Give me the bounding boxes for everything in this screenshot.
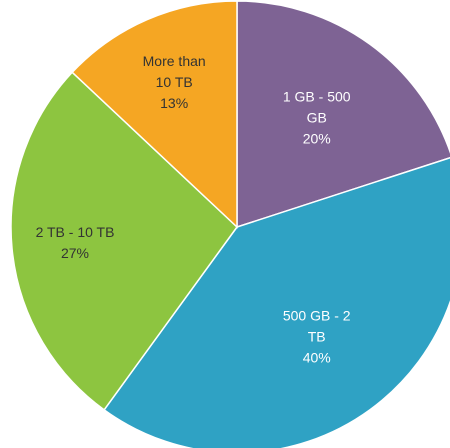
pie-slice-2 xyxy=(103,157,450,448)
pie-slice-label-line: 40% xyxy=(303,350,331,366)
pie-slice-label-line: More than xyxy=(143,53,206,69)
pie-slice-label-line: 27% xyxy=(61,245,89,261)
pie-slice-label-line: 500 GB - 2 xyxy=(283,308,351,324)
pie-slice-4 xyxy=(71,0,238,229)
pie-slice-label-line: 1 GB - 500 xyxy=(283,88,351,104)
pie-slice-label-1: 1 GB - 500 GB 20% xyxy=(283,88,351,146)
pie-slice-label-4: More than 10 TB 13% xyxy=(143,53,206,111)
pie-slice-label-line: 2 TB - 10 TB xyxy=(36,224,115,240)
pie-slice-1 xyxy=(236,0,450,229)
pie-slice-label-2: 500 GB - 2 TB 40% xyxy=(283,308,351,366)
pie-slice-label-3: 2 TB - 10 TB 27% xyxy=(36,224,115,261)
pie-slice-label-line: GB xyxy=(307,109,327,125)
pie-slice-label-line: 13% xyxy=(160,95,188,111)
pie-slice-label-line: 20% xyxy=(303,130,331,146)
pie-slice-label-line: 10 TB xyxy=(156,74,193,90)
pie-slice-3 xyxy=(10,71,238,411)
pie-slice-label-line: TB xyxy=(308,329,326,345)
